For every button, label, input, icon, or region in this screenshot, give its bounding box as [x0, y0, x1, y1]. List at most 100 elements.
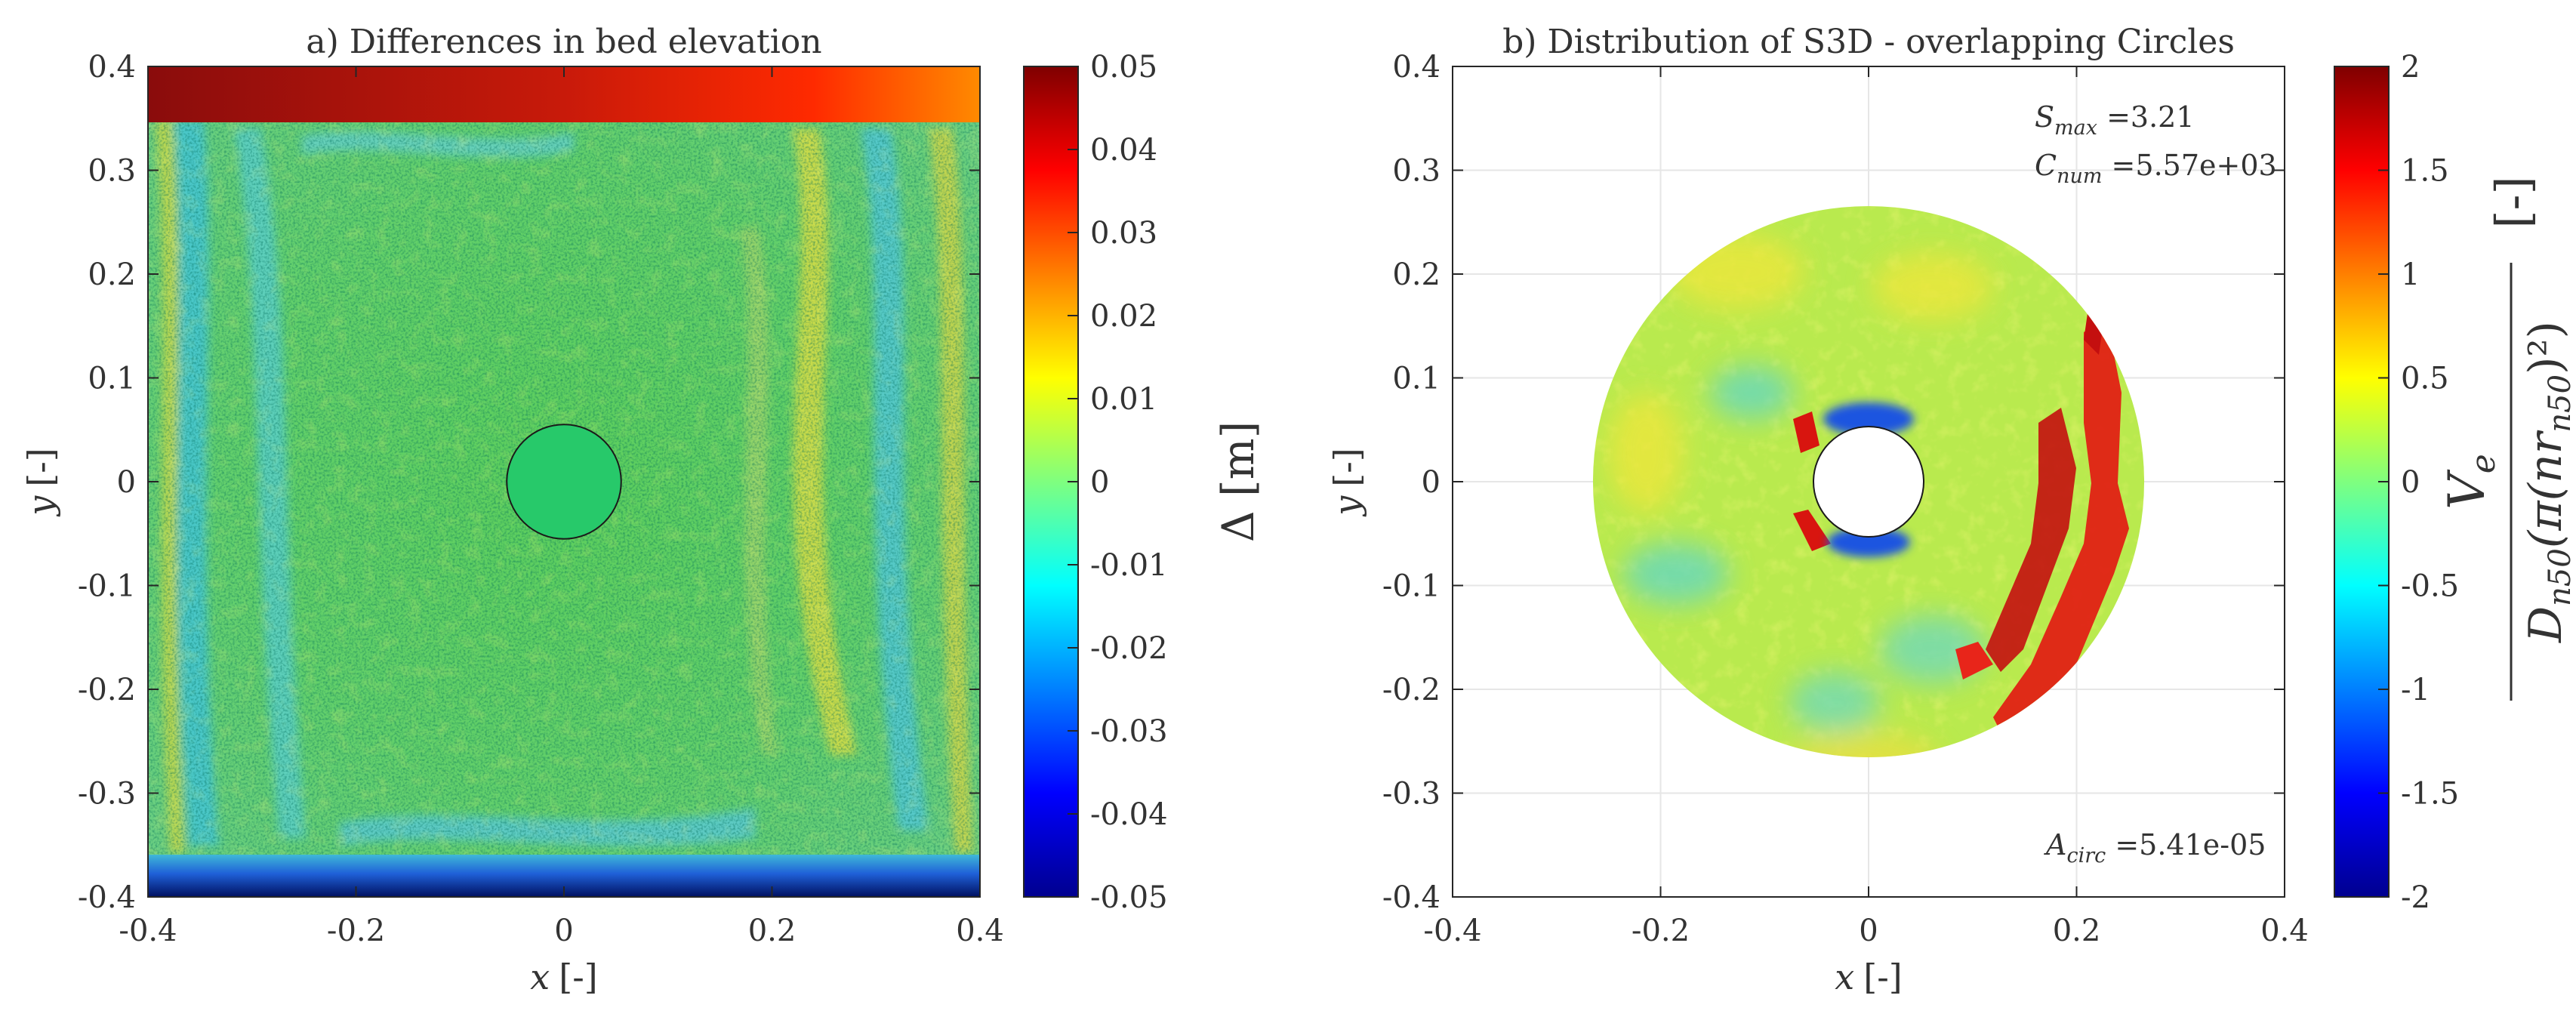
- denominator-rest: (π(nr: [2519, 430, 2572, 548]
- panel-a-colorbar-tick-label: 0.02: [1090, 299, 1157, 334]
- panel-a-colorbar-tick-label: 0.01: [1090, 382, 1157, 417]
- annotation-cnum-symbol: C: [2035, 149, 2057, 182]
- panel-b-ytick-label: 0.1: [1392, 362, 1441, 396]
- panel-b-colorbar-tick-label: -1: [2401, 673, 2430, 707]
- panel-a-ytick-label: 0.1: [88, 362, 136, 396]
- panel-a-xlabel-var: x: [530, 957, 550, 997]
- panel-b-x-ticks: -0.4 -0.2 0 0.2 0.4: [1423, 66, 2309, 948]
- panel-a-colorbar-tick-label: 0: [1090, 465, 1109, 500]
- patch-yellow-3: [1608, 393, 1684, 513]
- panel-a-colorbar-tick-label: 0.05: [1090, 50, 1157, 85]
- panel-a-xlabel-unit: [-]: [559, 957, 597, 997]
- numerator-sub: e: [2464, 454, 2503, 473]
- ring-patches: [1608, 234, 1993, 758]
- deposition-top: [1823, 402, 1914, 436]
- panel-a-ytick-label: -0.1: [78, 569, 136, 604]
- panel-b-colorbar-tick-label: 1.5: [2401, 154, 2449, 189]
- annotation-acirc-value: =5.41e-05: [2106, 828, 2266, 861]
- panel-b-ytick-label: -0.2: [1382, 673, 1441, 707]
- erosion-pile-lowerleft: [1793, 510, 1831, 551]
- panel-a-colorbar-tick-label: -0.03: [1090, 714, 1168, 749]
- colorbar-formula-denominator: Dn50(π(nrn50)²): [2519, 321, 2576, 643]
- erosion-outer-band: [1993, 317, 2129, 747]
- panel-b-ylabel-unit: [-]: [1327, 448, 1367, 486]
- panel-a-xlabel: x [-]: [530, 957, 597, 997]
- panel-a-ytick-label: 0.4: [88, 50, 136, 85]
- panel-b-xtick-label: 0.4: [2260, 914, 2309, 948]
- patch-yellow-4: [1789, 732, 1940, 758]
- erosion-inner-band: [1986, 408, 2076, 672]
- patch-cyan-1: [1623, 544, 1729, 604]
- panel-a-xtick-label: 0.4: [956, 914, 1004, 948]
- panel-a-colorbar-tick-label: -0.02: [1090, 631, 1168, 666]
- deposition-zones: [1823, 402, 1914, 557]
- erosion-pile-left: [1793, 411, 1820, 453]
- panel-a-colorbar-label: Δ [m]: [1213, 421, 1264, 543]
- panel-a-colorbar-tick-label: 0.04: [1090, 133, 1157, 168]
- panel-a-ylabel-unit: [-]: [20, 448, 61, 486]
- panel-a-ytick-label: -0.4: [78, 880, 136, 915]
- panel-b-y-ticks: 0.4 0.3 0.2 0.1 0 -0.1 -0.2 -0.3 -0.4: [1382, 50, 2285, 915]
- panel-a-ytick-label: -0.2: [78, 673, 136, 707]
- panel-b-ytick-label: -0.4: [1382, 880, 1441, 915]
- panel-b-colorbar-tick-label: 0: [2401, 465, 2420, 500]
- annotation-cnum-value: =5.57e+03: [2102, 149, 2276, 182]
- panel-b-colorbar-tick-label: 1: [2401, 257, 2420, 292]
- panel-a-colorbar-tick-label: -0.05: [1090, 880, 1168, 915]
- panel-a: a) Differences in bed elevation: [20, 23, 1264, 997]
- panel-b-ylabel: y [-]: [1327, 448, 1367, 516]
- pile-hole: [1812, 425, 1925, 538]
- patch-cyan-4: [1789, 672, 1880, 732]
- panel-a-x-ticks: -0.4 -0.2 0 0.2 0.4: [119, 66, 1004, 948]
- colorbar-unit: [-]: [2485, 176, 2541, 228]
- panel-a-xtick-label: -0.2: [327, 914, 385, 948]
- panel-b-ytick-label: 0.2: [1392, 257, 1441, 292]
- annotation-smax-symbol: S: [2035, 100, 2054, 134]
- panel-b-ytick-label: 0.3: [1392, 154, 1441, 189]
- panel-b-xlabel-unit: [-]: [1863, 957, 1902, 997]
- panel-a-ytick-label: 0.2: [88, 257, 136, 292]
- panel-b-xtick-label: -0.4: [1423, 914, 1481, 948]
- panel-b-xtick-label: 0: [1859, 914, 1878, 948]
- annotation-smax: Smax =3.21: [2035, 100, 2195, 140]
- panel-a-ylabel: y [-]: [20, 448, 61, 516]
- panel-b-colorbar-tick-label: -1.5: [2401, 777, 2459, 812]
- panel-b-xlabel-var: x: [1835, 957, 1854, 997]
- annotation-smax-value: =3.21: [2097, 100, 2195, 134]
- panel-b-colorbar-label: Ve Dn50(π(nrn50)²) [-]: [2438, 176, 2576, 701]
- panel-a-xtick-label: -0.4: [119, 914, 177, 948]
- denominator-sub: n50: [2543, 548, 2576, 606]
- panel-a-heatmap: [148, 66, 980, 897]
- colorbar-formula-numerator: Ve: [2438, 454, 2503, 510]
- annotation-cnum: Cnum =5.57e+03: [2035, 149, 2277, 188]
- panel-b-colorbar-ticks: 2 1.5 1 0.5 0 -0.5 -1 -1.5 -2: [2378, 50, 2459, 915]
- panel-a-ytick-label: 0: [117, 465, 136, 500]
- annotation-acirc-symbol: A: [2044, 828, 2066, 861]
- denominator-rest-sub: n50: [2543, 374, 2576, 433]
- denominator-tail: )²): [2519, 321, 2572, 374]
- numerator-symbol: V: [2438, 469, 2496, 510]
- panel-a-ytick-label: 0.3: [88, 154, 136, 189]
- denominator-symbol: D: [2519, 606, 2572, 643]
- panel-b-colorbar-tick-label: 2: [2401, 50, 2420, 85]
- panel-b-xtick-label: -0.2: [1632, 914, 1690, 948]
- annotation-acirc-sub: circ: [2066, 844, 2106, 867]
- panel-b-colorbar-tick-label: -0.5: [2401, 569, 2459, 604]
- panel-a-ylabel-var: y: [20, 495, 61, 517]
- panel-b-ylabel-var: y: [1327, 495, 1367, 517]
- panel-b-ytick-label: -0.3: [1382, 777, 1441, 812]
- panel-b: b) Distribution of S3D - overlapping Cir…: [1327, 23, 2576, 997]
- panel-a-xtick-label: 0: [554, 914, 573, 948]
- panel-a-colorbar-tick-label: 0.03: [1090, 216, 1157, 251]
- panel-b-colorbar-tick-label: 0.5: [2401, 362, 2449, 396]
- panel-a-colorbar-tick-label: -0.01: [1090, 548, 1168, 583]
- pile-marker: [506, 424, 622, 540]
- panel-a-ytick-label: -0.3: [78, 777, 136, 812]
- annotation-smax-sub: max: [2054, 116, 2097, 140]
- panel-a-y-ticks: 0.4 0.3 0.2 0.1 0 -0.1 -0.2 -0.3 -0.4: [78, 50, 980, 915]
- panel-a-colorbar-tick-label: -0.04: [1090, 797, 1168, 832]
- panel-b-xlabel: x [-]: [1835, 957, 1902, 997]
- panel-b-colorbar-tick-label: -2: [2401, 880, 2430, 915]
- panel-b-ytick-label: -0.1: [1382, 569, 1441, 604]
